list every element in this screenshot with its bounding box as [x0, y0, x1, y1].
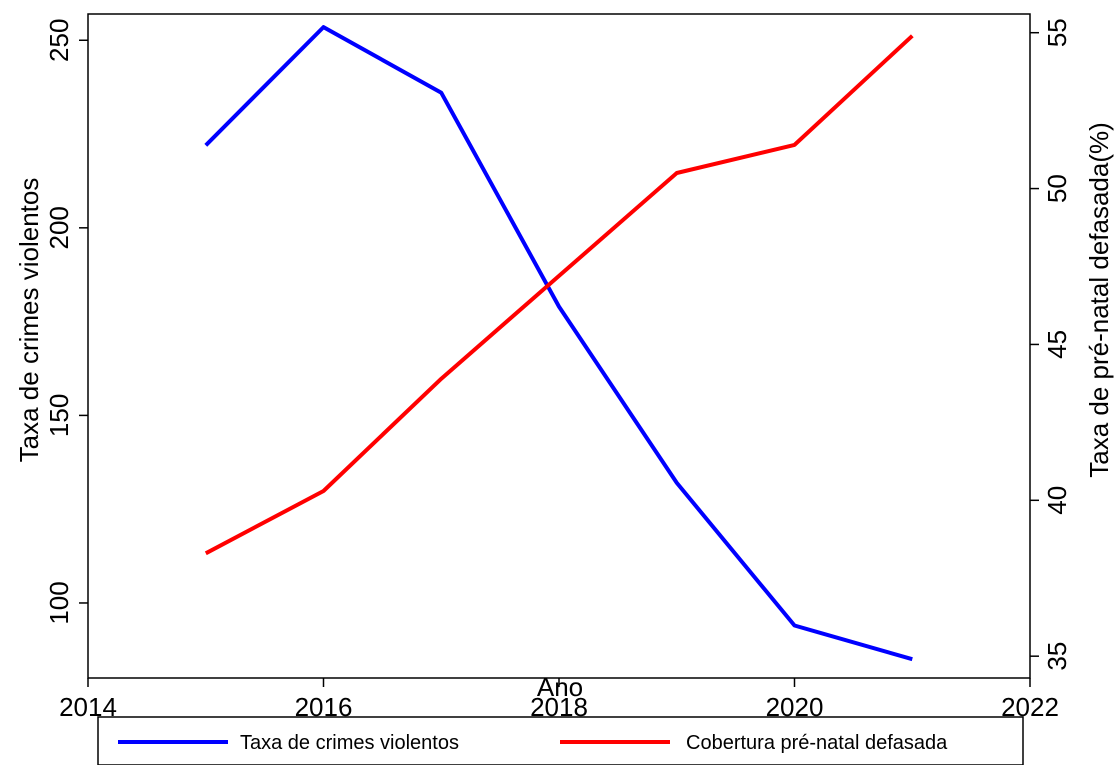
plot-frame-group [87, 13, 1031, 679]
y-left-tick-label: 200 [44, 206, 74, 249]
legend-label-crimes: Taxa de crimes violentos [240, 732, 459, 754]
legend: Taxa de crimes violentos Cobertura pré-n… [97, 716, 1024, 766]
y-axis-right-title: Taxa de pré-natal defasada(%) [1084, 122, 1114, 478]
y-right-tick-label: 55 [1042, 18, 1072, 47]
ticks-group: 2014 2016 2018 2020 202210015020025035404550… [44, 18, 1072, 722]
y-left-tick-label: 250 [44, 19, 74, 62]
series-line-crimes [204, 25, 913, 662]
y-right-tick-label: 50 [1042, 174, 1072, 203]
legend-label-prenatal: Cobertura pré-natal defasada [686, 732, 948, 754]
y-right-tick-label: 45 [1042, 330, 1072, 359]
series-group [204, 25, 914, 662]
y-axis-left-title: Taxa de crimes violentos [14, 178, 44, 463]
series-line-prenatal [204, 34, 914, 556]
plot-area-border [87, 13, 1031, 679]
y-left-tick-label: 150 [44, 394, 74, 437]
y-left-tick-label: 100 [44, 581, 74, 624]
x-axis-title: Ano [537, 672, 583, 702]
y-right-tick-label: 35 [1042, 642, 1072, 671]
y-right-tick-label: 40 [1042, 486, 1072, 515]
